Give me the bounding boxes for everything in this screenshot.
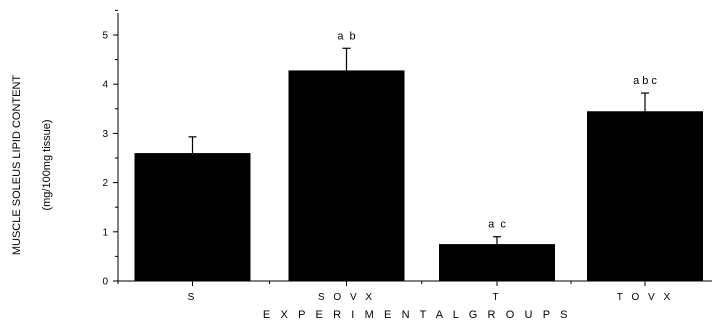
- y-tick-label: 5: [102, 31, 108, 42]
- y-tick-label: 4: [102, 80, 108, 91]
- x-tick-label: T O V X: [617, 292, 673, 303]
- x-axis-label: E X P E R I M E N T A L G R O U P S: [263, 309, 571, 321]
- bar-tovx: [587, 111, 703, 281]
- y-axis-label: MUSCLE SOLEUS LIPID CONTENT: [11, 75, 23, 256]
- x-tick-label: S: [188, 292, 198, 303]
- significance-label: a b c: [633, 75, 657, 87]
- y-tick-label: 3: [102, 129, 108, 140]
- y-axis-units: (mg/100mg tissue): [41, 119, 53, 210]
- y-tick-label: 2: [102, 178, 108, 189]
- bar-sovx: [288, 70, 405, 281]
- significance-label: a b: [337, 30, 355, 42]
- plot-area: 0 1 2 3 4 5 S S O V X a b Ta c T O V X a b c: [102, 9, 712, 303]
- y-axis-title: MUSCLE SOLEUS LIPID CONTENT (mg/100mg ti…: [11, 75, 53, 256]
- x-tick-label: T: [492, 292, 501, 303]
- x-tick-label: S O V X: [318, 292, 375, 303]
- y-tick-label: 0: [102, 277, 108, 288]
- bar-s: [134, 153, 251, 281]
- significance-label: a c: [488, 219, 506, 231]
- y-tick-label: 1: [102, 227, 108, 238]
- bar-t: [439, 244, 555, 281]
